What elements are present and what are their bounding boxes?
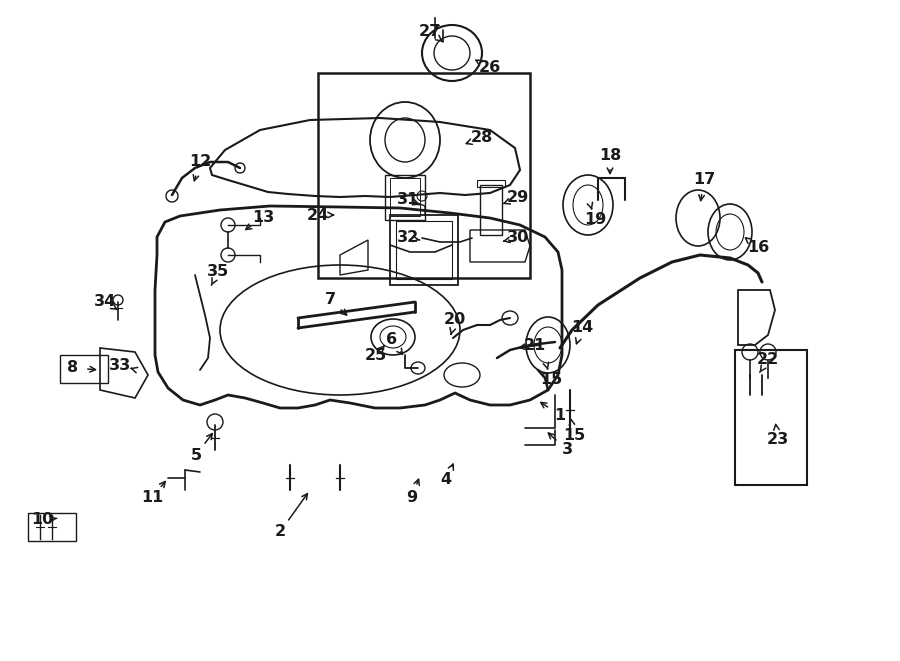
Bar — [28, 513, 76, 541]
Text: 26: 26 — [479, 61, 501, 75]
Text: 25: 25 — [364, 348, 387, 362]
Text: 4: 4 — [440, 473, 452, 488]
Text: 20: 20 — [444, 313, 466, 327]
Bar — [318, 73, 530, 278]
Bar — [390, 178, 420, 216]
Text: 21: 21 — [524, 338, 546, 352]
Text: 1: 1 — [554, 407, 565, 422]
Text: 10: 10 — [31, 512, 53, 527]
Text: 34: 34 — [94, 295, 116, 309]
Bar — [735, 350, 807, 485]
Bar — [60, 355, 108, 383]
Text: 27: 27 — [418, 24, 441, 40]
Bar — [390, 215, 458, 285]
Text: 24: 24 — [307, 208, 329, 223]
Text: 2: 2 — [274, 524, 285, 539]
Text: 31: 31 — [397, 192, 419, 208]
Text: 32: 32 — [397, 231, 419, 245]
Text: 15: 15 — [562, 428, 585, 442]
Bar — [477, 180, 505, 187]
Text: 12: 12 — [189, 155, 212, 169]
Text: 11: 11 — [141, 490, 163, 506]
Text: 19: 19 — [584, 212, 606, 227]
Text: 35: 35 — [207, 264, 230, 280]
Text: 22: 22 — [757, 352, 779, 368]
Text: 18: 18 — [598, 147, 621, 163]
Bar — [396, 221, 452, 279]
Text: 28: 28 — [471, 130, 493, 145]
Bar — [480, 185, 502, 235]
Text: 14: 14 — [571, 321, 593, 336]
Text: 13: 13 — [252, 210, 274, 225]
Text: 23: 23 — [767, 432, 789, 447]
Text: 17: 17 — [693, 173, 716, 188]
Text: 8: 8 — [68, 360, 78, 375]
Text: 33: 33 — [109, 358, 131, 373]
Text: 15: 15 — [540, 373, 562, 387]
Text: 29: 29 — [507, 190, 529, 206]
Text: 6: 6 — [386, 332, 398, 348]
Text: 7: 7 — [324, 293, 336, 307]
Text: 9: 9 — [407, 490, 418, 506]
Text: 3: 3 — [562, 442, 572, 457]
Text: 5: 5 — [191, 447, 202, 463]
Bar — [385, 175, 425, 220]
Text: 30: 30 — [507, 231, 529, 245]
Text: 16: 16 — [747, 241, 770, 256]
